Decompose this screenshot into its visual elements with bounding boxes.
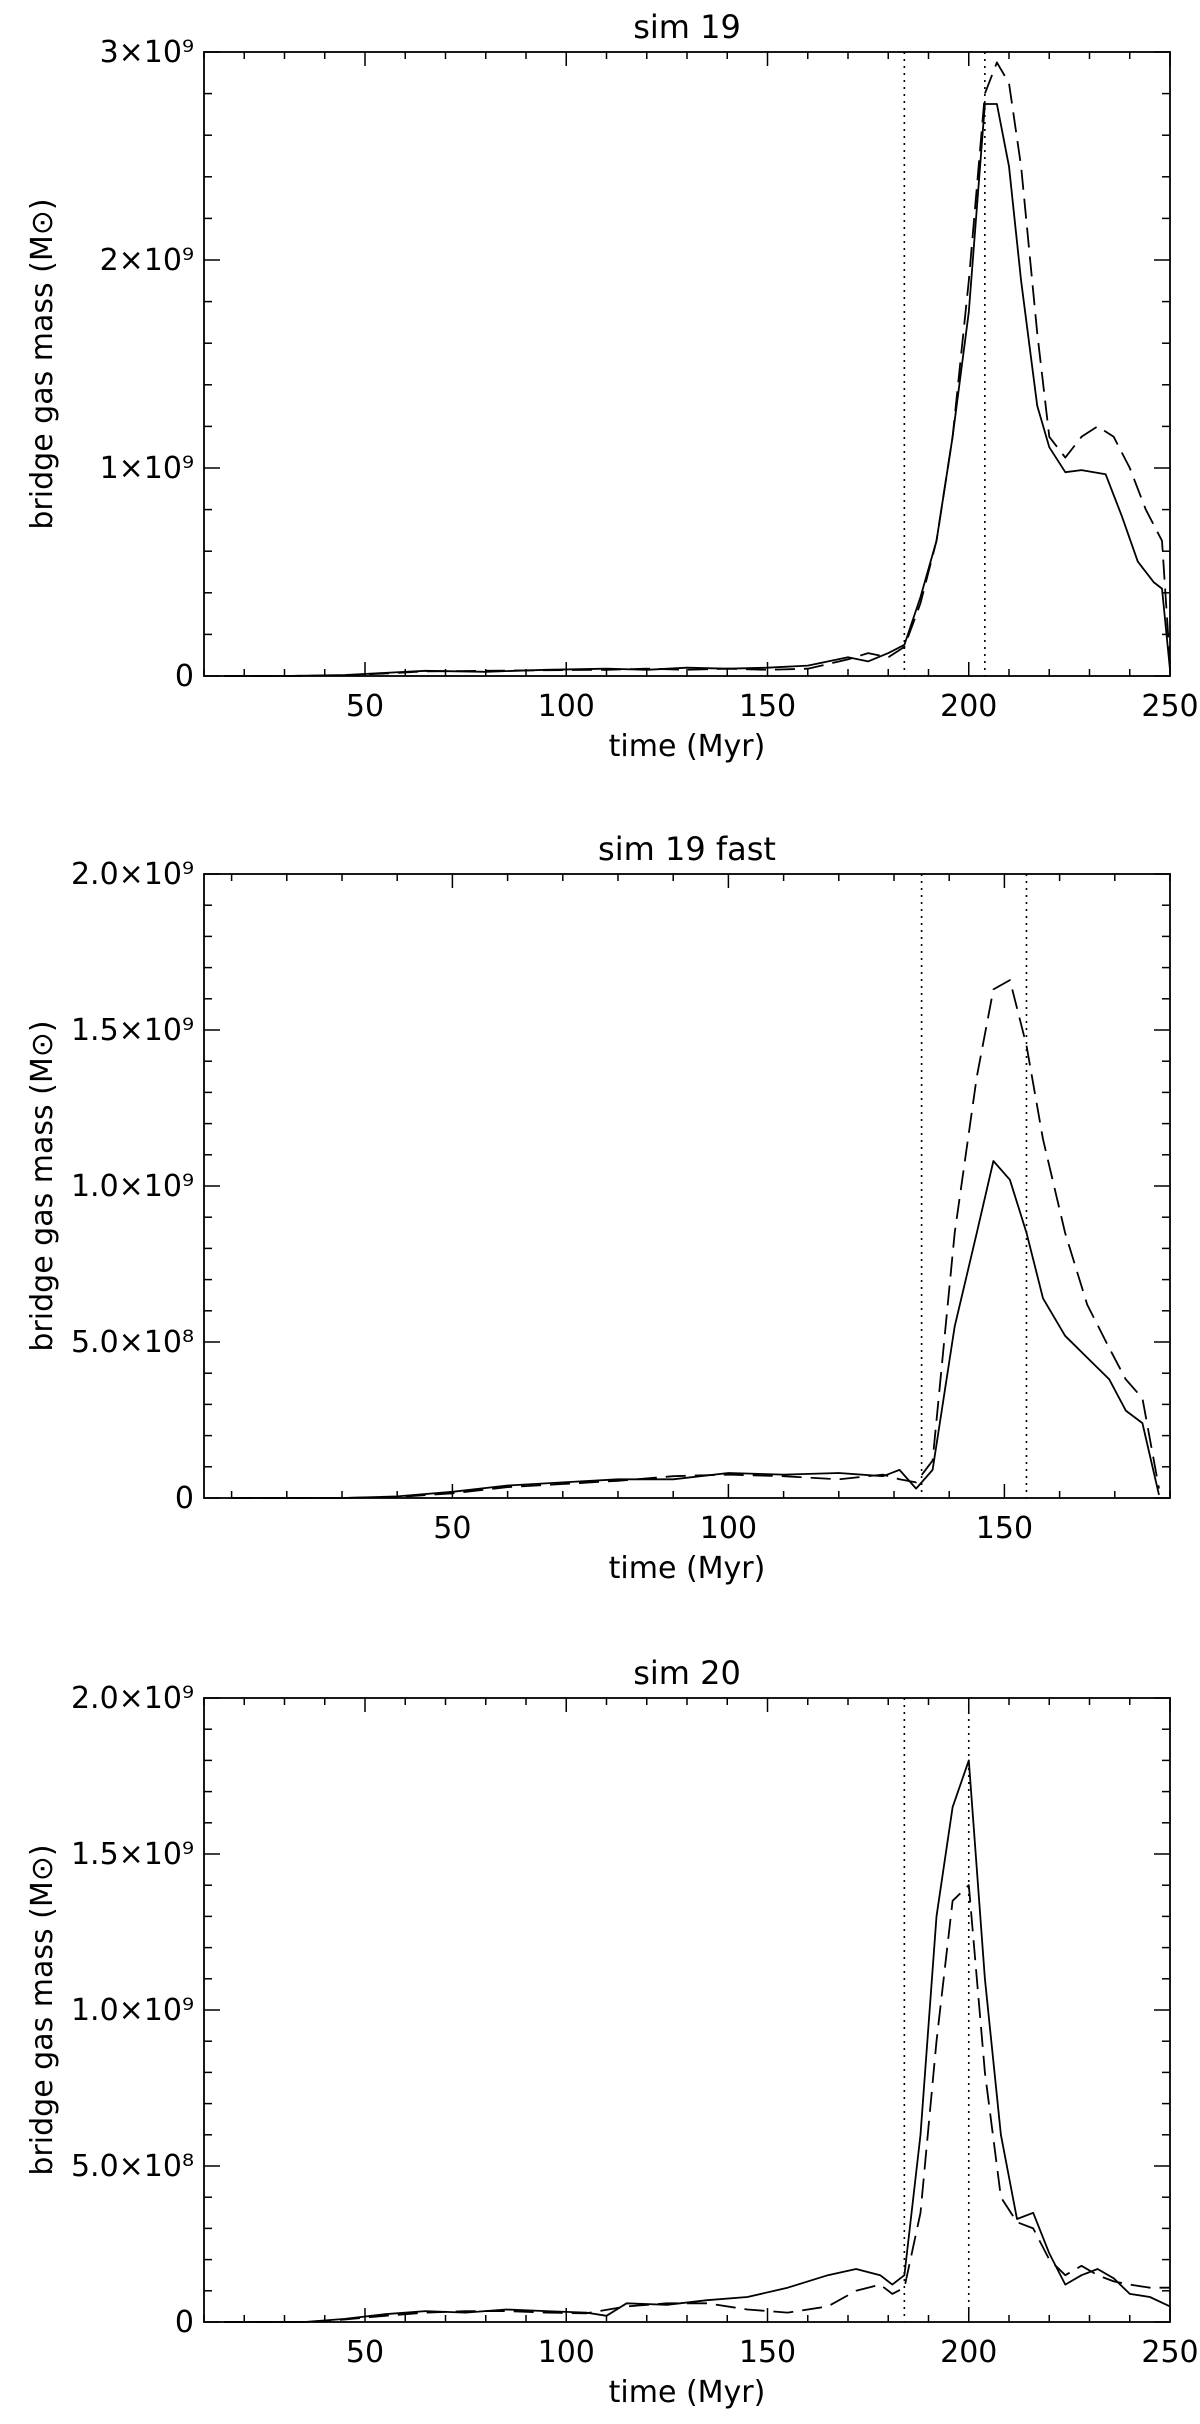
y-tick-label: 1.0×10⁹ — [71, 1169, 194, 1204]
y-axis-label: bridge gas mass (M⊙) — [25, 1844, 60, 2175]
series-line-dashed — [224, 61, 1171, 677]
x-axis-label: time (Myr) — [609, 2375, 766, 2410]
y-tick-label: 1.0×10⁹ — [71, 1993, 194, 2028]
x-tick-label: 100 — [700, 1511, 757, 1546]
chart-title: sim 19 fast — [598, 830, 776, 868]
series-line-solid — [231, 1160, 1160, 1499]
chart-panel-2: sim 19 fast 50 100 150 0 5.0×10⁸ 1.0×10⁹ 1.5×10… — [25, 830, 1171, 1586]
x-axis-label: time (Myr) — [609, 1551, 766, 1586]
y-tick-label: 0 — [175, 1481, 194, 1516]
series-line-dashed — [224, 1884, 1170, 2323]
series-line-solid — [224, 103, 1171, 677]
y-tick-label: 5.0×10⁸ — [71, 1325, 194, 1360]
y-axis-label: bridge gas mass (M⊙) — [25, 198, 60, 529]
chart-panel-3: sim 20 50 100 150 200 250 0 5.0×10⁸ 1.0×10⁹ 1.5×1… — [25, 1654, 1199, 2410]
x-tick-label: 50 — [433, 1511, 471, 1546]
chart-panel-1: sim 19 50 100 150 200 250 0 1×10⁹ 2×10⁹ 3×10⁹ time… — [25, 8, 1199, 764]
y-axis-label: bridge gas mass (M⊙) — [25, 1020, 60, 1351]
x-tick-label: 150 — [739, 689, 796, 724]
x-tick-label: 250 — [1141, 2335, 1198, 2370]
x-tick-label: 100 — [538, 2335, 595, 2370]
y-tick-label: 5.0×10⁸ — [71, 2149, 194, 2184]
x-tick-label: 200 — [940, 689, 997, 724]
series-line-dashed — [231, 979, 1160, 1499]
y-tick-label: 3×10⁹ — [100, 35, 194, 70]
x-axis-label: time (Myr) — [609, 729, 766, 764]
x-tick-label: 150 — [739, 2335, 796, 2370]
plot-frame — [203, 1697, 1171, 2323]
y-tick-label: 0 — [175, 2305, 194, 2340]
x-tick-label: 50 — [346, 689, 384, 724]
y-tick-label: 1.5×10⁹ — [71, 1013, 194, 1048]
y-tick-label: 1.5×10⁹ — [71, 1837, 194, 1872]
y-tick-label: 1×10⁹ — [100, 451, 194, 486]
y-tick-label: 2×10⁹ — [100, 243, 194, 278]
chart-title: sim 19 — [633, 8, 741, 46]
plot-frame — [203, 51, 1171, 677]
x-tick-label: 250 — [1141, 689, 1198, 724]
chart-title: sim 20 — [633, 1654, 741, 1692]
x-tick-label: 150 — [976, 1511, 1033, 1546]
series-line-solid — [224, 1759, 1171, 2323]
plot-frame — [203, 873, 1171, 1499]
y-tick-label: 0 — [175, 659, 194, 694]
x-tick-label: 50 — [346, 2335, 384, 2370]
y-tick-label: 2.0×10⁹ — [71, 857, 194, 892]
x-tick-label: 100 — [538, 689, 595, 724]
y-tick-label: 2.0×10⁹ — [71, 1681, 194, 1716]
x-tick-label: 200 — [940, 2335, 997, 2370]
